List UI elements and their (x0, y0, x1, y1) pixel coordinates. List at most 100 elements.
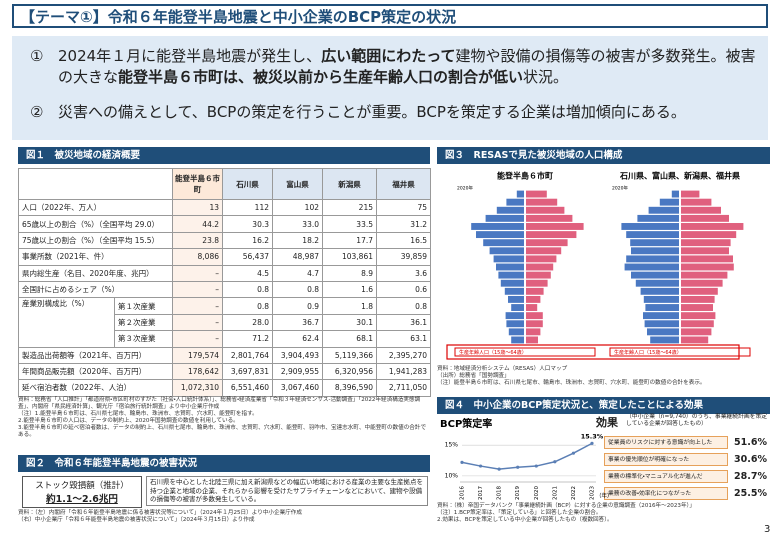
note-line: 3.能登半島６市町の延べ宿泊者数は、データの制約上、石川県七尾市、輪島市、珠洲市… (18, 425, 427, 438)
x-tick-label: 2018 (497, 486, 503, 500)
table-cell: 23.8 (172, 231, 223, 250)
point-text: 2024年１月に能登半島地震が発生し、広い範囲にわたって建物や設備の損傷等の被害… (58, 46, 760, 88)
pyramid-bar (508, 295, 524, 303)
pyramid-bar (643, 295, 679, 303)
pyramid-bar (650, 336, 679, 344)
damage-value: 約1.1～2.6兆円 (46, 494, 118, 505)
pyramid-bar (489, 247, 524, 255)
header-row: 能登半島６市町 石川県 富山県 新潟県 福井県 (18, 168, 431, 200)
point-segment: 広い範囲にわたって (321, 47, 456, 65)
effect-label: 事業の優先順位が明確になった (604, 453, 728, 466)
note-line: 資料：（左）内閣府「令和６年能登半島地震に係る被害状況等について」（2024年１… (18, 510, 302, 516)
pyramid-bar (526, 190, 547, 198)
x-tick-label: 2016 (460, 486, 466, 500)
header-cell: 能登半島６市町 (172, 168, 223, 200)
pyramid-bar (681, 198, 712, 206)
working-age-box (454, 347, 596, 357)
pyramid-bar (526, 328, 541, 336)
table-row: 産業別構成比（%） 第１次産業 –0.8 0.9 1.8 0.8 (18, 297, 431, 348)
effect-label: 業務の標準化・マニュアル化が進んだ (604, 470, 728, 483)
pyramid-bar (640, 287, 679, 295)
table-row: 75歳以上の割合（%）（全国平均 15.5） 23.8 16.2 18.2 17.7 16… (18, 231, 431, 250)
pyramid-bar (485, 214, 524, 222)
pyramid-year: 2020年 (457, 185, 473, 192)
pyramid-bar (624, 263, 679, 271)
row-label: 延べ宿泊者数（2022年、人泊） (18, 379, 173, 397)
header-cell: 福井県 (376, 168, 431, 200)
table-cell: – (172, 330, 223, 348)
point-number: ② (30, 103, 44, 121)
pyramid-bar (648, 206, 679, 214)
pyramid-bar (681, 206, 721, 214)
pyramid-bar (647, 328, 679, 336)
pyramid-bar (681, 304, 713, 311)
page-number: 3 (764, 524, 771, 535)
point-segment: 建物や設備の損傷等の被害が多数発生。被害の大きな (58, 47, 756, 86)
pyramid-bar (681, 336, 709, 344)
table-row: 延べ宿泊者数（2022年、人泊） 1,072,310 6,551,460 3,067,… (18, 379, 431, 397)
table-cell: 44.2 (172, 215, 223, 233)
pyramid-bar (681, 271, 728, 279)
damage-label: ストック毀損額（推計） (35, 481, 129, 491)
pyramid-bar (506, 198, 524, 206)
table-cell: 179,574 (172, 346, 223, 364)
header-cell: 新潟県 (322, 168, 377, 200)
pyramid-bar (681, 320, 714, 328)
pyramid-bar (621, 223, 679, 230)
working-age-label: 生産年齢人口（15歳～64歳） (614, 349, 682, 356)
pyramid-bar (526, 247, 562, 255)
damage-box: ストック毀損額（推計） 約1.1～2.6兆円 (22, 476, 142, 508)
table-cell: – (172, 313, 223, 332)
pyramid-bar (526, 231, 577, 239)
pyramid-bar (626, 255, 679, 263)
pyramid-bar (681, 239, 731, 247)
point (516, 465, 520, 469)
point (497, 467, 501, 471)
note-line: （注）能登半島６市町は、石川県七尾市、輪島市、珠洲市、志賀町、穴水町、能登町の数… (437, 380, 706, 386)
table-row: 人口（2022年、万人） 13 112 102 215 75 (18, 198, 431, 217)
title-frame (12, 4, 768, 28)
notes: 資料：地域経済分析システム（RESAS）人口マップ （出所）総務省「国勢調査」 （注… (437, 366, 770, 387)
pyramid-bar (506, 320, 524, 328)
note-line: （注）1.能登半島６市町は、石川県七尾市、輪島市、珠洲市、志賀町、穴水町、能登町… (18, 411, 258, 417)
pyramid-bar (496, 206, 524, 214)
pyramid-bar (681, 263, 734, 271)
table-wrap: 能登半島６市町 石川県 富山県 新潟県 福井県 人口（2022年、万人） 13 112 102 2… (18, 168, 431, 397)
point (478, 464, 483, 468)
pyramid-bar (526, 304, 538, 311)
x-tick-label: 2021 (552, 486, 558, 500)
note-line: 資料：（株）帝国データバンク「事業継続計画（BCP）に対する企業の意識調査（20… (437, 503, 695, 509)
point (571, 451, 576, 455)
pyramid-title: 石川県、富山県、新潟県、福井県 (619, 171, 740, 181)
summary-point: ② 災害への備えとして、BCPの策定を行うことが重要。BCPを策定する企業は増加傾… (30, 102, 760, 123)
point-segment: 2024年１月に能登半島地震が発生し、 (58, 47, 322, 65)
pyramid-bar (493, 255, 524, 263)
pyramid-bar (511, 336, 524, 344)
note-line: （注）1.BCP策定率は、「策定している」と回答した企業の割合。 (437, 510, 602, 516)
pyramid-bar (681, 328, 712, 336)
header-cell (18, 168, 173, 200)
pyramid-bar (630, 239, 679, 247)
highlight-frame (446, 344, 740, 360)
pyramid-bar (526, 279, 548, 287)
pyramid-bar (635, 279, 679, 287)
pyramid-bar (671, 190, 679, 198)
effects-title: 効果 (596, 416, 618, 429)
pyramid-bar (526, 263, 554, 271)
figure-header: 図３ RESASで見た被災地域の人口構成 (437, 147, 770, 164)
pyramid-bar (681, 279, 723, 287)
pyramid-bar (681, 231, 737, 239)
figure-header: 図４ 中小企業のBCP策定状況と、策定したことによる効果 (437, 397, 770, 414)
table-row: 事業所数（2021年、件） 8,086 56,437 48,987 103,861 39,… (18, 248, 431, 266)
pyramid-bar (526, 214, 573, 222)
point (553, 460, 557, 464)
table-cell: 8,086 (172, 248, 223, 266)
table-row: 製造品出荷額等（2021年、百万円） 179,574 2,801,764 3,904,… (18, 346, 431, 364)
notes: 資料：総務省「人口推計」「都道府県・市区町村のすがた（社会・人口統計体系）」、総… (18, 397, 430, 439)
pyramid-bar (500, 279, 524, 287)
pyramid-bar (681, 214, 729, 222)
summary: ① 2024年１月に能登半島地震が発生し、広い範囲にわたって建物や設備の損傷等の被… (30, 46, 760, 123)
table-cell: 0.8 (376, 297, 431, 315)
notes: 資料：（株）帝国データバンク「事業継続計画（BCP）に対する企業の意識調査（20… (437, 503, 770, 524)
